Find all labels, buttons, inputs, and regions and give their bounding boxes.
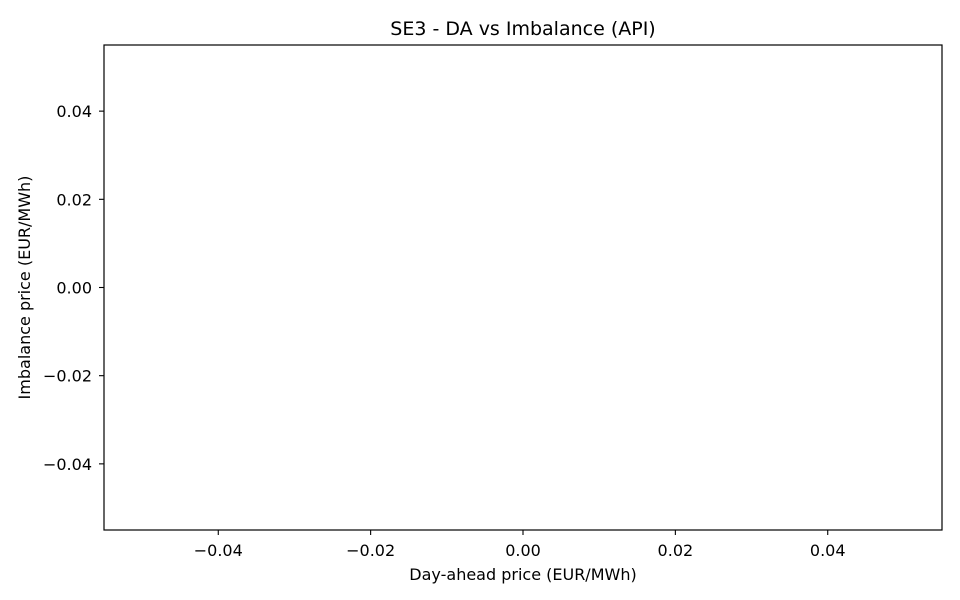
x-tick-label: 0.00: [505, 541, 541, 560]
x-axis-label: Day-ahead price (EUR/MWh): [409, 565, 636, 584]
chart-title: SE3 - DA vs Imbalance (API): [390, 18, 655, 40]
y-tick-label: −0.02: [43, 367, 92, 386]
y-axis: −0.04 −0.02 0.00 0.02 0.04: [43, 102, 104, 474]
y-tick-label: 0.00: [56, 279, 92, 298]
x-tick-label: 0.02: [658, 541, 694, 560]
plot-frame: [103, 44, 943, 531]
x-tick-label: −0.02: [346, 541, 395, 560]
y-tick-label: 0.02: [56, 190, 92, 209]
x-tick-label: −0.04: [194, 541, 243, 560]
x-tick-label: 0.04: [810, 541, 846, 560]
y-tick-label: 0.04: [56, 102, 92, 121]
y-tick-label: −0.04: [43, 455, 92, 474]
plot-area: [103, 44, 943, 531]
y-axis-label: Imbalance price (EUR/MWh): [15, 176, 34, 400]
x-axis: −0.04 −0.02 0.00 0.02 0.04: [194, 530, 846, 560]
